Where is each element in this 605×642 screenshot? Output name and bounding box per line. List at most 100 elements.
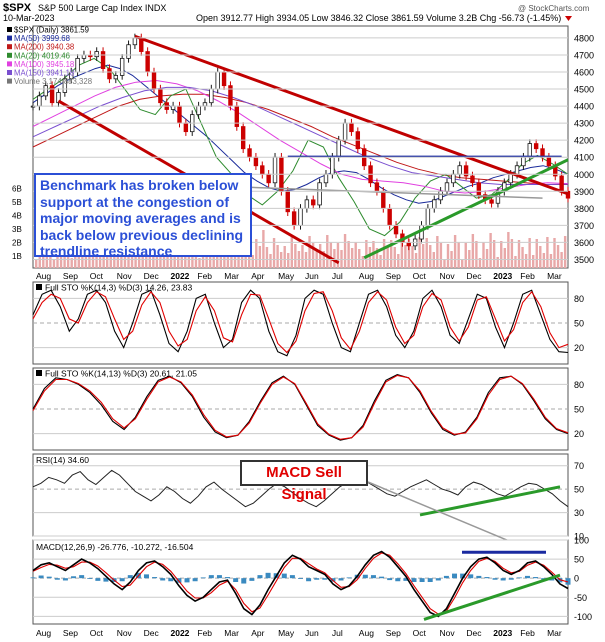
macd-histogram-bar — [152, 577, 158, 579]
volume-bar — [507, 232, 510, 268]
volume-bar — [283, 246, 286, 268]
volume-bar — [382, 239, 386, 268]
month-label-bottom: Dec — [466, 628, 482, 638]
volume-bar — [535, 239, 538, 268]
month-label-bottom: Aug — [359, 628, 374, 638]
volume-bar — [116, 254, 120, 268]
candle-body — [221, 71, 227, 87]
change-down-arrow-icon — [565, 16, 572, 21]
macd-histogram-bar — [184, 578, 190, 583]
macd-histogram-bar — [411, 578, 417, 582]
volume-bar — [311, 243, 315, 268]
macd-histogram-bar — [241, 578, 247, 584]
candle-body — [304, 199, 310, 209]
rsi-line — [32, 469, 569, 508]
candle-body — [43, 85, 48, 97]
volume-bar — [528, 238, 531, 268]
sto-slow-axis-label: 20 — [574, 429, 584, 439]
volume-bar — [361, 256, 364, 268]
volume-bar — [446, 244, 450, 268]
candle-body — [240, 126, 246, 150]
header-group: $SPX S&P 500 Large Cap Index INDX @ StockC… — [3, 2, 590, 23]
month-label-top: 2022 — [171, 271, 190, 281]
volume-bar — [365, 240, 368, 268]
macd-histogram-bar — [200, 577, 206, 579]
legend-ma20: MA(20) 4019.46 — [14, 51, 70, 60]
price-axis-label: 4400 — [574, 102, 594, 112]
volume-bar — [485, 249, 489, 268]
month-label-top: Sep — [63, 271, 78, 281]
candle-body — [311, 199, 316, 206]
macd-line — [32, 550, 569, 618]
candle-body — [489, 199, 494, 204]
volume-bar — [532, 255, 535, 268]
sto-fast-title: Full STO %K(14,3) %D(3) 14.26, 23.83 — [45, 283, 193, 293]
volume-bar — [400, 238, 404, 268]
candle-body — [349, 122, 354, 133]
price-axis-label: 4800 — [574, 33, 594, 43]
month-label-bottom: May — [278, 628, 295, 638]
candle-body — [508, 173, 513, 184]
candle-body — [291, 211, 297, 226]
macd-histogram-bar — [192, 578, 198, 582]
candle-body — [107, 68, 112, 80]
price-axis-label: 4600 — [574, 68, 594, 78]
volume-bar — [177, 252, 180, 268]
candle-body — [119, 57, 125, 76]
volume-bar — [503, 248, 506, 268]
price-axis-label: 4200 — [574, 136, 594, 146]
candle-body — [476, 182, 482, 196]
volume-bar — [301, 245, 304, 268]
candle-body — [546, 156, 552, 167]
volume-bar — [443, 260, 446, 268]
callout-annotation: Benchmark has broken below support at th… — [34, 173, 252, 259]
macd-histogram-bar — [500, 578, 506, 581]
sto-fast-legend-swatch — [36, 284, 42, 290]
volume-bar — [386, 246, 389, 268]
macd-histogram-bar — [233, 578, 239, 582]
volume-bar — [482, 242, 485, 268]
volume-bar — [350, 248, 354, 268]
month-label-top: Feb — [197, 271, 212, 281]
volume-bar — [319, 244, 322, 268]
candle-body — [323, 173, 329, 184]
volume-bar — [379, 255, 382, 268]
candle-body — [374, 182, 380, 192]
volume-bar — [492, 240, 496, 268]
candle-body — [266, 173, 271, 184]
macd-group: MACD(12,26,9) -26.776, -10.272, -16.504 — [30, 542, 571, 621]
month-label-bottom: Jun — [305, 628, 319, 638]
month-label-top: Dec — [466, 271, 482, 281]
candle-body — [463, 165, 469, 177]
chart-date: 10-Mar-2023 — [3, 13, 55, 23]
volume-bar — [411, 246, 414, 268]
month-label-top: Oct — [413, 271, 427, 281]
candle-body — [260, 165, 265, 175]
macd-histogram-bar — [565, 578, 571, 585]
sto-slow-k-line — [32, 374, 569, 441]
sto-fast-axis-label: 20 — [574, 343, 584, 353]
volume-bar — [230, 249, 233, 268]
month-label-bottom: Dec — [144, 628, 160, 638]
volume-bar — [500, 241, 503, 268]
month-label-top: Jul — [332, 271, 343, 281]
candle-body — [215, 71, 220, 90]
volume-axis-label: 3B — [12, 225, 22, 234]
month-label-bottom: Nov — [440, 628, 456, 638]
month-label-top: Apr — [251, 271, 264, 281]
candle-body — [113, 75, 118, 80]
month-label-bottom: Sep — [386, 628, 401, 638]
macd-histogram-bar — [524, 575, 530, 579]
candle-body — [272, 156, 278, 184]
macd-histogram-bar — [160, 578, 166, 581]
price-axis-label: 3500 — [574, 255, 594, 265]
volume-bar — [375, 248, 379, 268]
legend-ma20-swatch — [7, 52, 12, 58]
macd-histogram-bar — [476, 575, 482, 579]
price-axis-label: 4700 — [574, 50, 594, 60]
symbol: $SPX — [3, 2, 32, 14]
volume-bar — [358, 249, 361, 268]
candle-body — [209, 88, 214, 104]
macd-sell-signal-label: MACD Sell Signal — [240, 460, 368, 503]
month-label-bottom: Apr — [251, 628, 264, 638]
